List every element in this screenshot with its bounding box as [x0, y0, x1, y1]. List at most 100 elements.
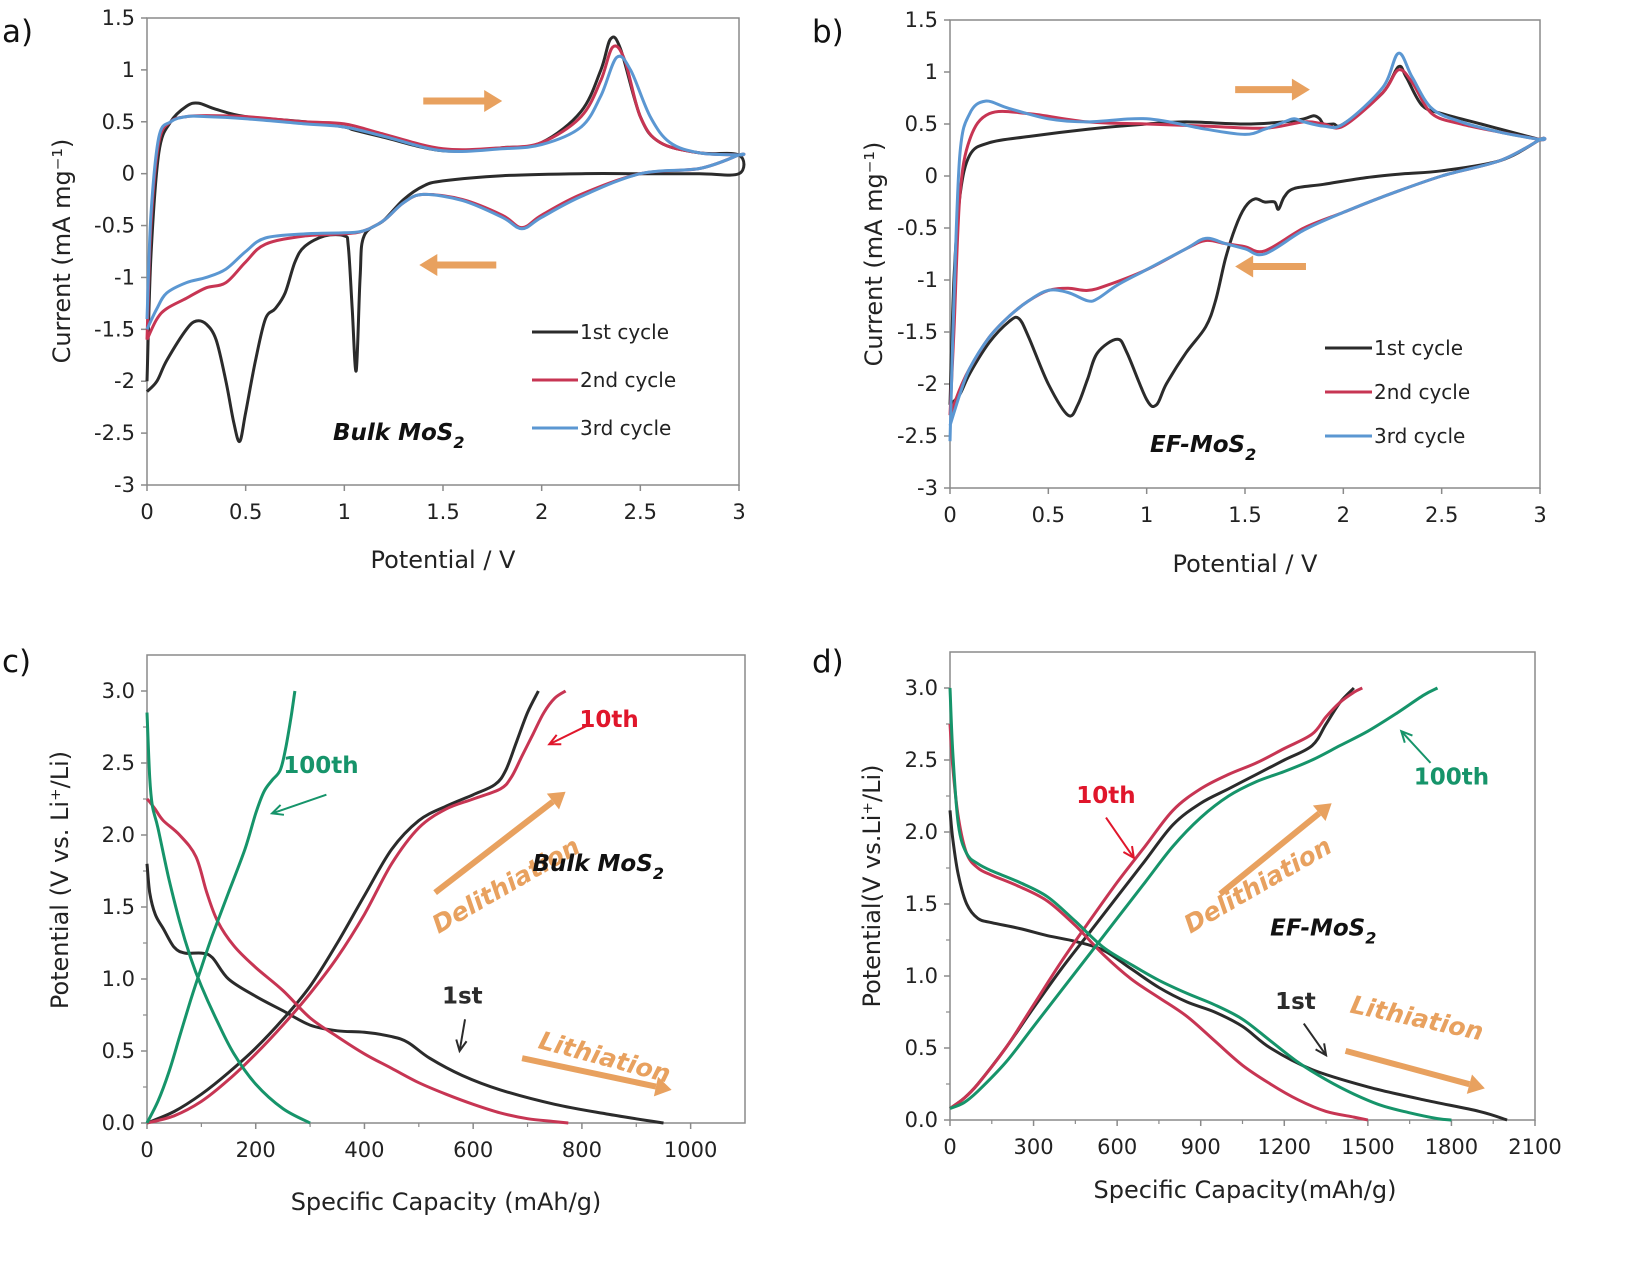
- x-tick-label-a: 2: [535, 500, 548, 524]
- x-tick-label-b: 0: [943, 503, 956, 527]
- x-tick-label-b: 3: [1533, 503, 1546, 527]
- cycle-annotation-d-0: 10th: [1076, 783, 1135, 809]
- x-tick-label-d: 2100: [1508, 1135, 1561, 1159]
- cycle-pointer-d-2: [1302, 1022, 1327, 1056]
- cycle-pointer-head-d-2: [1315, 1043, 1328, 1058]
- y-tick-label-d: 3.0: [905, 676, 938, 700]
- material-sub-d: 2: [1365, 929, 1376, 948]
- y-axis-title-d: Potential(V vs.Li⁺/Li): [858, 764, 886, 1007]
- cycle-pointer-head-c-0: [547, 734, 562, 746]
- legend-label-2nd-b: 2nd cycle: [1374, 380, 1470, 404]
- y-tick-label-a: 0: [122, 162, 135, 186]
- cv-chart-ef: b) 0 0.5 1 1.5 2 2.5 3 1.5 1 0.5 0 -0.5 -1 -1.5 -2 -2.5…: [812, 8, 1547, 578]
- y-axis-title-c: Potential (V vs. Li⁺/Li): [46, 751, 74, 1009]
- legend-label-2nd-a: 2nd cycle: [580, 368, 676, 392]
- y-tick-label-b: 1.5: [905, 8, 938, 32]
- y-tick-label-c: 3.0: [102, 679, 135, 703]
- y-tick-label-c: 1.0: [102, 967, 135, 991]
- y-tick-label-a: 1.5: [102, 6, 135, 30]
- x-tick-label-b: 1: [1140, 503, 1153, 527]
- y-tick-label-b: 1: [925, 60, 938, 84]
- cycle-pointer-head-d-1: [1399, 729, 1413, 743]
- process-label-d-1: Lithiation: [1348, 990, 1486, 1046]
- material-sub-a: 2: [453, 433, 464, 452]
- legend-a: 1st cycle 2nd cycle 3rd cycle: [532, 320, 676, 440]
- y-tick-label-a: -1: [114, 265, 135, 289]
- y-tick-label-b: -2: [917, 372, 938, 396]
- x-tick-label-a: 0: [140, 500, 153, 524]
- panel-c: c) 0 200 400 600 800 1000 0.0 0.5 1.0 1.5 2.0 2.5 3.…: [0, 630, 820, 1277]
- y-tick-label-a: -2: [114, 369, 135, 393]
- x-axis-title-d: Specific Capacity(mAh/g): [1094, 1176, 1397, 1204]
- series-3rd-cycle-a: [145, 54, 746, 330]
- x-tick-label-d: 300: [1014, 1135, 1054, 1159]
- y-tick-label-b: 0.5: [905, 112, 938, 136]
- y-tick-label-c: 0.5: [102, 1039, 135, 1063]
- series-1st-discharge-c: [145, 863, 664, 1125]
- material-label-c: Bulk MoS2: [532, 851, 664, 883]
- series-10th-charge-d: [949, 686, 1363, 1110]
- series-100th-discharge-d: [948, 687, 1452, 1122]
- cycle-annotation-c-2: 1st: [442, 983, 483, 1009]
- process-arrow-d-1: [1344, 1047, 1471, 1088]
- x-tick-label-b: 1.5: [1228, 503, 1261, 527]
- x-axis-title-a: Potential / V: [371, 546, 516, 574]
- x-tick-label-d: 0: [943, 1135, 956, 1159]
- legend-b: 1st cycle 2nd cycle 3rd cycle: [1325, 336, 1470, 448]
- plot-frame-a: [146, 17, 740, 486]
- y-tick-label-a: -0.5: [94, 214, 135, 238]
- y-tick-label-d: 0.5: [905, 1036, 938, 1060]
- process-arrowhead-c-0: [546, 791, 566, 810]
- panel-label-d: d): [812, 644, 844, 680]
- series-100th-discharge-c: [145, 712, 311, 1125]
- y-tick-label-d: 2.5: [905, 748, 938, 772]
- x-tick-label-d: 900: [1181, 1135, 1221, 1159]
- x-tick-label-d: 1800: [1425, 1135, 1478, 1159]
- cycle-pointer-head-c-1: [269, 804, 285, 816]
- x-tick-label-c: 400: [344, 1138, 384, 1162]
- panel-b: b) 0 0.5 1 1.5 2 2.5 3 1.5 1 0.5 0 -0.5 -1 -1.5 -2 -2.5…: [810, 0, 1643, 600]
- series-3rd-cycle-b: [948, 51, 1547, 442]
- series-100th-charge-c: [145, 690, 297, 1124]
- y-tick-label-d: 1.5: [905, 892, 938, 916]
- y-axis-title-b: Current (mA mg⁻¹): [860, 142, 888, 367]
- plot-frame-c: [146, 654, 746, 1124]
- panel-label-b: b): [812, 14, 844, 50]
- gcd-chart-ef: d) 0 300 600 900 1200 1500 1800 2100 0.0 0.5 1.0 1.…: [812, 644, 1562, 1204]
- gcd-chart-bulk: c) 0 200 400 600 800 1000 0.0 0.5 1.0 1.5 2.0 2.5 3.…: [2, 644, 746, 1216]
- process-arrow-c-1: [521, 1055, 657, 1090]
- material-label-d: EF-MoS2: [1270, 916, 1376, 948]
- material-label-a: Bulk MoS2: [333, 420, 465, 452]
- y-tick-label-a: -2.5: [94, 421, 135, 445]
- material-sub-c: 2: [653, 864, 664, 883]
- y-tick-label-b: -1.5: [897, 320, 938, 344]
- y-tick-label-b: -0.5: [897, 216, 938, 240]
- series-100th-charge-d: [949, 686, 1439, 1110]
- y-tick-label-b: -2.5: [897, 424, 938, 448]
- y-tick-label-a: 1: [122, 58, 135, 82]
- x-tick-label-c: 200: [236, 1138, 276, 1162]
- y-tick-label-d: 1.0: [905, 964, 938, 988]
- cycle-pointer-c-2: [458, 1019, 467, 1052]
- x-axis-title-b: Potential / V: [1173, 550, 1318, 578]
- direction-arrowhead-a-1: [419, 253, 438, 276]
- direction-arrowhead-a-0: [484, 90, 503, 113]
- process-arrowhead-d-0: [1312, 803, 1332, 822]
- material-prefix-b: EF-MoS: [1150, 432, 1245, 458]
- legend-label-1st-b: 1st cycle: [1374, 336, 1463, 360]
- y-tick-label-d: 0.0: [905, 1108, 938, 1132]
- series-10th-discharge-c: [145, 797, 569, 1125]
- x-tick-label-a: 0.5: [229, 500, 262, 524]
- y-tick-label-a: -1.5: [94, 317, 135, 341]
- process-label-c-0: Delithiation: [427, 831, 585, 939]
- process-arrow-c-0: [433, 799, 555, 895]
- material-prefix-c: Bulk MoS: [532, 851, 652, 877]
- panel-d: d) 0 300 600 900 1200 1500 1800 2100 0.0 0.5 1.0 1.…: [810, 630, 1643, 1277]
- x-tick-label-c: 600: [453, 1138, 493, 1162]
- x-tick-label-d: 600: [1097, 1135, 1137, 1159]
- direction-arrowhead-b-1: [1235, 255, 1254, 278]
- x-tick-label-a: 2.5: [624, 500, 657, 524]
- direction-arrowhead-b-0: [1291, 78, 1310, 101]
- cycle-annotation-d-2: 1st: [1275, 989, 1316, 1015]
- y-tick-label-b: -1: [917, 268, 938, 292]
